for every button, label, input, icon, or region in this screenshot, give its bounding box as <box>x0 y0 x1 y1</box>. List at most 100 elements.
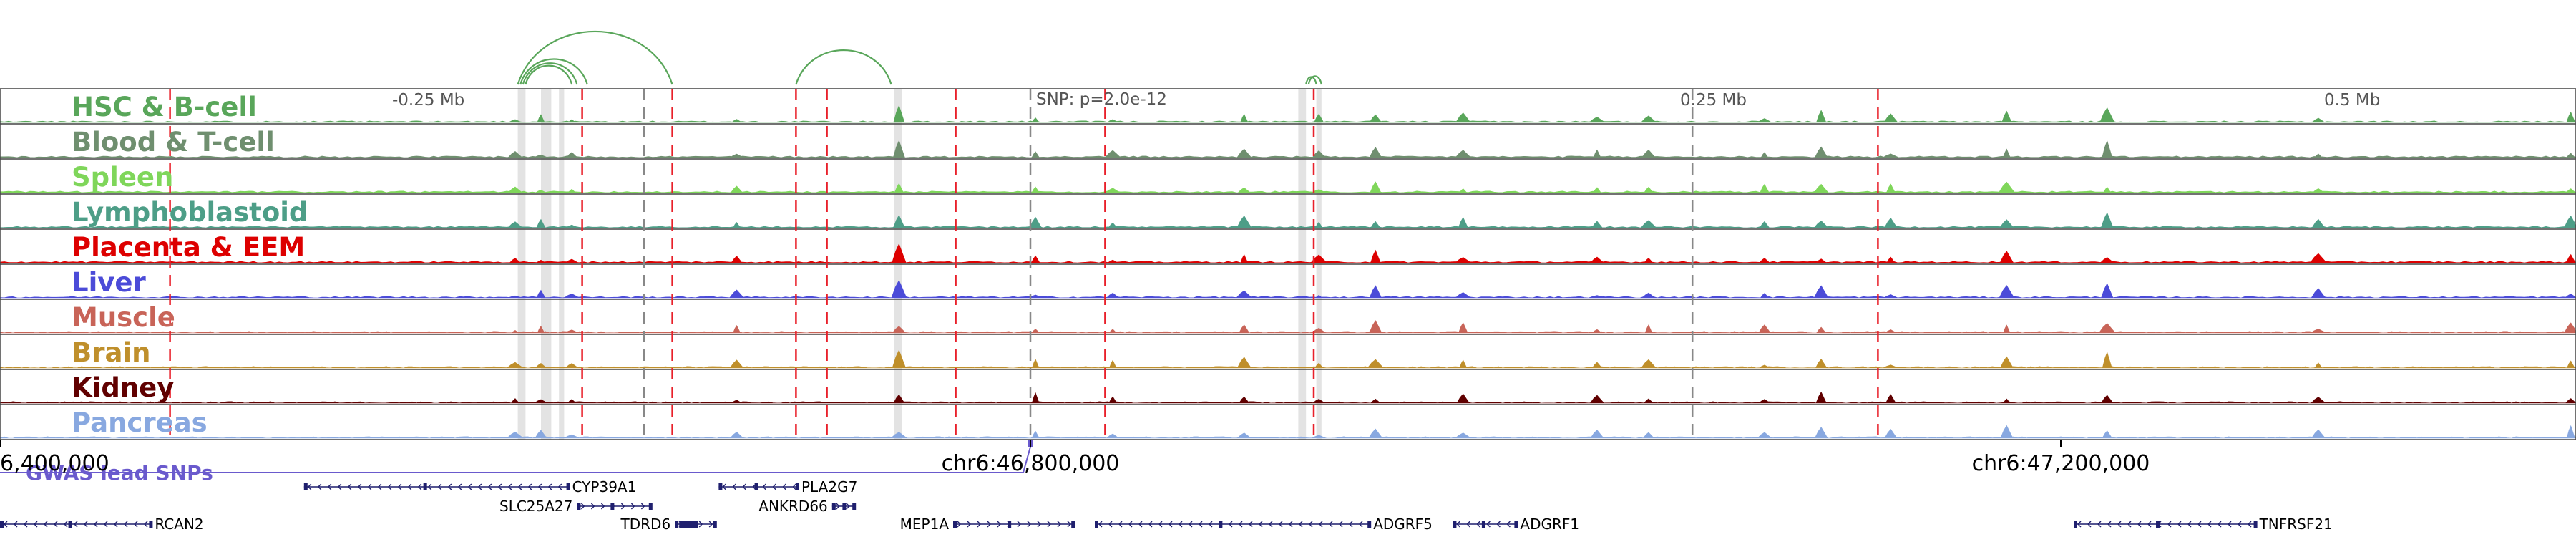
strand-arrow <box>732 483 736 490</box>
signal-area <box>0 261 2576 263</box>
signal-peak <box>894 183 904 193</box>
signal-peak <box>2565 188 2576 193</box>
signal-peak <box>2098 323 2116 333</box>
strand-arrow <box>507 483 512 490</box>
gene-pla2g7: PLA2G7 <box>718 478 857 495</box>
strand-arrow <box>114 521 118 528</box>
signal-peak <box>1641 115 1657 122</box>
signal-peak <box>1589 395 1605 403</box>
strand-arrow <box>307 483 312 490</box>
signal-peak <box>1884 218 1898 228</box>
signal-peak <box>1239 396 1250 403</box>
signal-peak <box>507 150 523 158</box>
strand-arrow <box>2127 521 2132 528</box>
signal-peak <box>1310 254 1327 263</box>
signal-peak <box>1106 433 1120 438</box>
strand-arrow <box>1506 521 1511 528</box>
strand-arrow <box>1027 521 1031 528</box>
strand-arrow <box>792 483 796 490</box>
signal-peak <box>1757 432 1772 438</box>
strand-arrow <box>2097 521 2102 528</box>
strand-arrow <box>94 521 98 528</box>
signal-peak <box>1459 188 1468 193</box>
exon <box>149 521 153 528</box>
signal-peak <box>511 330 519 333</box>
strand-arrow <box>1037 521 1041 528</box>
strand-arrow <box>708 521 713 528</box>
signal-peak <box>2101 212 2114 228</box>
track-hsc-b-cell <box>0 88 2576 123</box>
exon <box>610 503 615 510</box>
signal-peak <box>1590 430 1604 438</box>
strand-arrow <box>1249 521 1253 528</box>
signal-peak <box>2311 218 2326 228</box>
gene-tnfrsf21: TNFRSF21 <box>2074 516 2333 533</box>
signal-peak <box>1370 249 1381 263</box>
strand-arrow <box>640 503 645 510</box>
signal-peak <box>1369 147 1382 158</box>
strand-arrow <box>1108 521 1113 528</box>
signal-peak <box>2566 153 2576 158</box>
signal-peak <box>1369 285 1382 298</box>
signal-peak <box>509 258 522 263</box>
strand-arrow <box>24 521 28 528</box>
exon <box>953 521 957 528</box>
loop-arc <box>795 49 892 85</box>
signal-peak <box>1644 324 1653 333</box>
signal-peak <box>1816 326 1827 333</box>
exon <box>648 503 653 510</box>
strand-arrow <box>527 483 532 490</box>
strand-arrow <box>2207 521 2212 528</box>
signal-peak <box>1315 295 1323 298</box>
signal-peak <box>729 359 744 368</box>
strand-arrow <box>327 483 332 490</box>
signal-peak <box>1999 251 2014 263</box>
signal-peak <box>1368 428 1383 438</box>
track-label: Blood & T-cell <box>72 127 275 158</box>
strand-arrow <box>377 483 382 490</box>
signal-peak <box>733 221 741 228</box>
exon <box>1008 521 1012 528</box>
strand-arrow <box>2117 521 2122 528</box>
signal-peak <box>1459 359 1468 368</box>
signal-peak <box>1031 151 1040 158</box>
track-labels: HSC & B-cell Blood & T-cell Spleen Lymphobl… <box>72 92 308 438</box>
track-lymphoblastoid <box>0 193 2576 228</box>
signal-peak <box>1236 357 1252 368</box>
strand-arrow <box>557 483 562 490</box>
signal-peak <box>2101 395 2114 403</box>
signal-peak <box>1591 329 1603 333</box>
signal-peak <box>1884 429 1898 438</box>
strand-arrow <box>1148 521 1153 528</box>
strand-arrow <box>1359 521 1363 528</box>
signal-peak <box>535 190 547 193</box>
signal-peak <box>1644 398 1654 403</box>
signal-peak <box>1106 292 1120 298</box>
strand-arrow <box>1179 521 1183 528</box>
exon <box>1071 521 1075 528</box>
strand-arrow <box>417 483 422 490</box>
signal-peak <box>565 258 579 263</box>
strand-arrow <box>967 521 971 528</box>
signal-peak <box>567 188 576 193</box>
signal-peak <box>2103 186 2112 193</box>
signal-peak <box>1031 186 1040 193</box>
position-tick-label: chr6:46,800,000 <box>942 451 1120 476</box>
signal-area <box>0 331 2576 334</box>
strand-arrow <box>1349 521 1353 528</box>
signal-peak <box>1031 430 1040 438</box>
signal-peak <box>536 259 546 263</box>
distance-tick-label: 0.5 Mb <box>2324 91 2380 110</box>
strand-arrow <box>457 483 462 490</box>
signal-peak <box>1455 292 1472 298</box>
strand-arrow <box>44 521 48 528</box>
strand-arrow <box>722 483 726 490</box>
signal-peak <box>892 140 905 158</box>
gene-label: MEP1A <box>900 516 950 533</box>
signal-peak <box>1814 427 1828 438</box>
signal-peak <box>892 243 907 263</box>
signal-peak <box>1815 391 1827 403</box>
signal-peak <box>1816 110 1827 122</box>
strand-arrow <box>1339 521 1343 528</box>
signal-peak <box>567 399 577 403</box>
